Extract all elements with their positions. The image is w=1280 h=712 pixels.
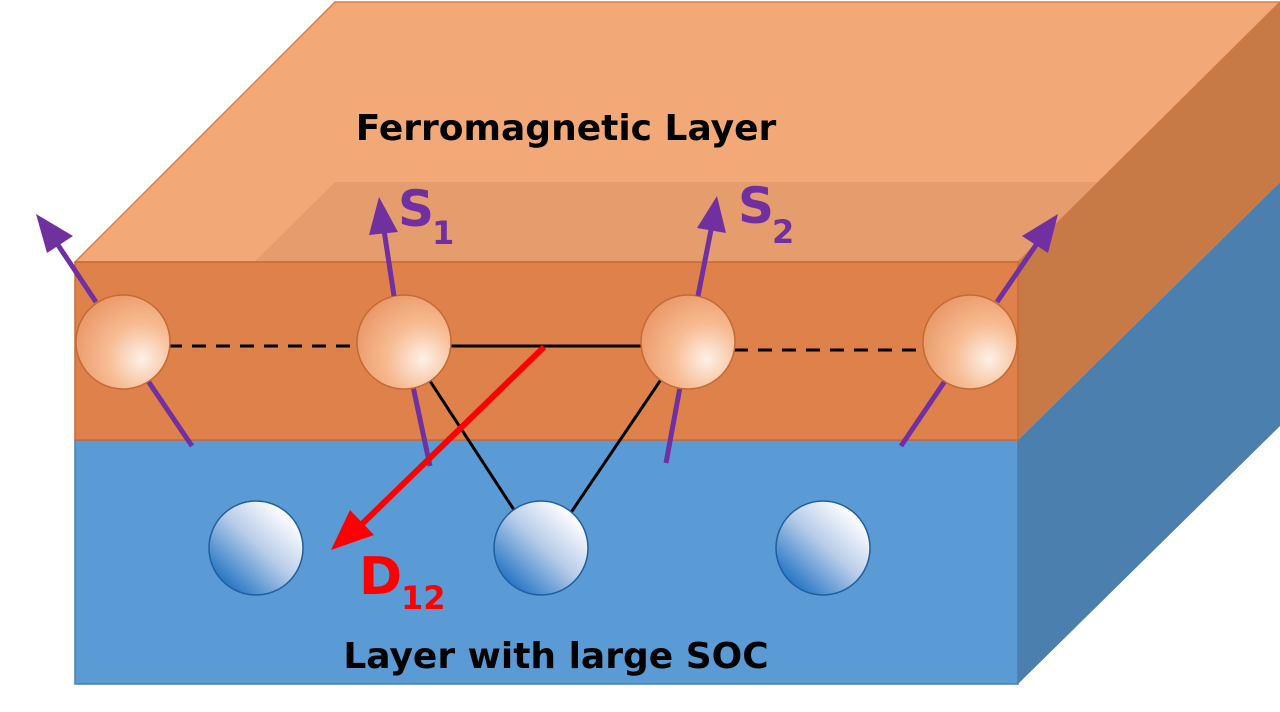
soc-layer-label: Layer with large SOC — [343, 636, 768, 677]
s1-label: S 1 — [398, 180, 454, 252]
s2-label-main: S — [738, 177, 774, 235]
dmi-label-sub: 12 — [401, 579, 446, 617]
ferromagnetic-layer-label: Ferromagnetic Layer — [356, 108, 777, 149]
spin-s2-head — [697, 196, 726, 233]
spin-arrows-upper — [36, 196, 1058, 304]
dmi-label-main: D — [359, 547, 402, 607]
fm-atom-far-left — [75, 294, 171, 390]
soc-atom-middle — [493, 500, 589, 596]
fm-layer-front-face — [74, 261, 1019, 441]
fm-atoms — [75, 294, 1018, 390]
bond-s1-to-soc-atom — [426, 377, 518, 514]
dmi-vector-shaft — [357, 344, 547, 529]
spin-s1-head — [369, 197, 398, 235]
bond-lines — [168, 344, 924, 515]
spin-s1-shaft — [381, 229, 397, 297]
spin-far-right-head — [1022, 214, 1058, 253]
soc-layer-side-face — [1018, 182, 1280, 684]
fm-atom-far-right — [922, 294, 1018, 390]
bond-soc-atom-to-s2 — [568, 377, 664, 515]
s1-label-main: S — [398, 180, 434, 238]
soc-atom-left — [208, 500, 304, 596]
spin-far-right-shaft — [994, 243, 1039, 304]
fm-layer-side-face — [1018, 2, 1280, 440]
soc-atom-right — [775, 500, 871, 596]
fm-atom-s1 — [356, 294, 452, 390]
spin-s2-shaft — [695, 229, 714, 297]
s1-label-sub: 1 — [432, 214, 454, 252]
s2-label-sub: 2 — [772, 213, 794, 251]
fm-atom-s2 — [640, 294, 736, 390]
dmi-label: D 12 — [359, 547, 446, 617]
soc-atoms — [208, 500, 871, 596]
spin-far-left-head — [36, 214, 73, 253]
spin-far-left-shaft — [55, 243, 99, 304]
s2-label: S 2 — [738, 177, 794, 251]
dmi-vector-head — [331, 510, 374, 550]
dmi-vector — [331, 344, 547, 550]
